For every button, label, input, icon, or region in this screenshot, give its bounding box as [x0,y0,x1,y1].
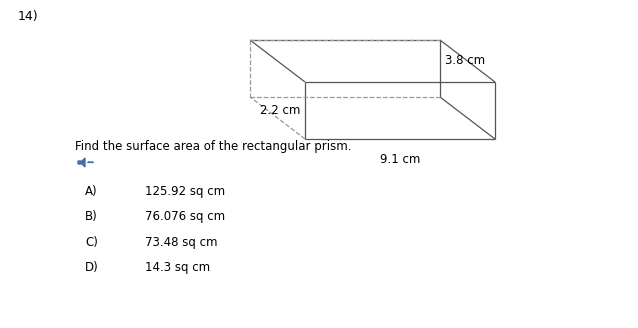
Text: 76.076 sq cm: 76.076 sq cm [145,210,225,223]
Text: 14.3 sq cm: 14.3 sq cm [145,261,210,274]
Text: 14): 14) [18,10,39,23]
Text: 9.1 cm: 9.1 cm [380,153,420,166]
Text: 2.2 cm: 2.2 cm [260,104,300,117]
Text: D): D) [85,261,99,274]
Text: 3.8 cm: 3.8 cm [445,54,485,68]
Text: A): A) [85,185,98,198]
Text: Find the surface area of the rectangular prism.: Find the surface area of the rectangular… [75,140,352,153]
Text: C): C) [85,236,98,249]
Text: 73.48 sq cm: 73.48 sq cm [145,236,218,249]
Text: B): B) [85,210,98,223]
Polygon shape [78,158,85,167]
Text: 125.92 sq cm: 125.92 sq cm [145,185,225,198]
